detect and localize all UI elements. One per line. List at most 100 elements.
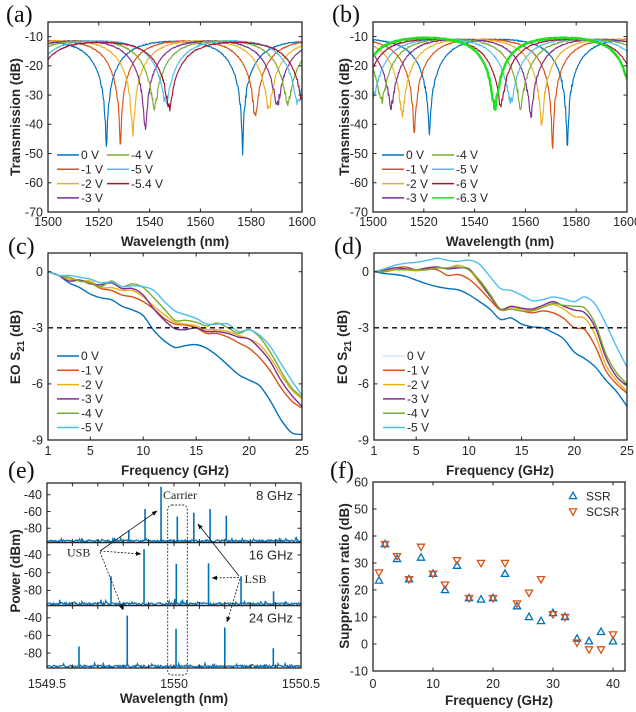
legend-item-minus1v: -1 V <box>382 163 428 177</box>
legend: 0 V-1 V-2 V-3 V-4 V-5 V <box>383 349 429 435</box>
y-axis-label-suffix: (dB) <box>8 310 23 341</box>
legend-marker <box>568 490 578 500</box>
legend-label: -2 V <box>81 177 103 191</box>
subplot-label: 24 GHz <box>249 611 293 626</box>
marker-scsr <box>392 552 402 562</box>
x-tick-label: 5 <box>413 444 420 458</box>
y-axis: -10 0 10 20 30 40 50 60 <box>350 475 625 678</box>
x-axis-label: Frequency (GHz) <box>121 463 229 478</box>
x-tick-label: 15 <box>189 444 203 458</box>
y-axis-label-subscript: 21 <box>16 340 27 352</box>
x-axis: 1500 1520 1540 1560 1580 1600 <box>359 22 636 229</box>
legend-item-minus5v: -5 V <box>107 163 153 177</box>
marker-ssr <box>476 594 486 603</box>
panel-f-suppression-ratio: (f) Frequency (GHz) Suppression ratio (d… <box>330 458 626 708</box>
marker-ssr <box>512 601 522 610</box>
marker-scsr <box>548 611 558 620</box>
legend-label: -5 V <box>456 163 478 177</box>
legend-item-minus2v: -2 V <box>57 378 103 392</box>
series-group <box>373 36 627 149</box>
x-tick-label: 25 <box>295 444 309 458</box>
y-tick-label: 20 <box>354 583 368 597</box>
marker-ssr <box>536 615 546 625</box>
y-tick-label: 60 <box>354 475 368 489</box>
legend-label: -4 V <box>407 406 429 420</box>
legend-item-minus6v: -6 V <box>432 177 478 191</box>
marker-ssr <box>596 626 606 636</box>
legend-item-0v: 0 V <box>57 349 99 363</box>
legend-item-minus2v: -2 V <box>382 177 428 191</box>
marker-scsr <box>404 575 414 585</box>
y-tick-label: 50 <box>354 502 368 516</box>
x-tick-label: 1550 <box>160 677 188 691</box>
y-axis-label: EO S21 (dB) <box>8 310 27 384</box>
x-tick-label: 1560 <box>186 215 214 229</box>
legend-marker <box>568 508 578 517</box>
x-tick-label: 20 <box>567 444 581 458</box>
panel-label: (a) <box>6 2 33 28</box>
x-tick-label: 1 <box>371 444 378 458</box>
y-tick-label: -6 <box>32 377 43 391</box>
y-tick-label: -80 <box>24 584 42 598</box>
axes-frame <box>47 21 303 213</box>
legend-label: -6.3 V <box>456 191 488 205</box>
marker-ssr <box>452 560 462 569</box>
usb-arrow-16ghz <box>99 550 142 556</box>
series-line-0v <box>48 271 302 436</box>
marker-scsr <box>596 646 606 655</box>
y-tick-label: 10 <box>354 610 368 624</box>
legend-label: -3 V <box>81 392 103 406</box>
legend-item-minus4v: -4 V <box>57 406 103 420</box>
marker-ssr <box>374 575 384 584</box>
y-axis: -70 -60 -50 -40 -30 -20 -10 <box>350 30 627 219</box>
y-tick-label: -30 <box>350 88 368 102</box>
series-group <box>48 39 302 156</box>
legend-label: -2 V <box>407 378 429 392</box>
x-axis-label: Wavelength (nm) <box>121 234 229 249</box>
legend-item-minus2v: -2 V <box>383 378 429 392</box>
legend-label: -1 V <box>407 364 429 378</box>
lsb-arrow-24ghz <box>226 578 241 623</box>
legend-label: -2 V <box>406 177 428 191</box>
legend-item-scsr: SCSR <box>568 505 620 519</box>
marker-scsr <box>440 581 450 590</box>
series-line-minus4v <box>374 266 627 385</box>
legend-label: SSR <box>586 489 611 503</box>
y-tick-label: -10 <box>25 30 43 44</box>
x-axis-label: Frequency (GHz) <box>446 463 554 478</box>
y-tick-label: -40 <box>24 548 42 562</box>
y-axis: -70 -60 -50 -40 -30 -20 -10 <box>25 30 302 219</box>
panel-d-eo-response: (d) Frequency (GHz) EO S21 (dB) 1 5 10 15 20… <box>334 234 634 478</box>
legend-item-minus5v: -5 V <box>383 421 429 435</box>
legend-label: SCSR <box>586 505 620 519</box>
marker-ssr <box>548 607 558 617</box>
panel-c-eo-response: (c) Frequency (GHz) EO S21 (dB) 1 5 10 15 20… <box>8 234 309 478</box>
series-line-0v <box>374 271 627 407</box>
marker-scsr <box>488 594 498 604</box>
x-tick-label: 20 <box>486 677 500 691</box>
legend-item-ssr: SSR <box>568 489 611 503</box>
y-tick-label: -30 <box>25 88 43 102</box>
marker-ssr <box>572 633 582 642</box>
series-line-minus5v <box>374 257 627 368</box>
panel-label: (f) <box>330 458 354 484</box>
legend: 0 V-1 V-2 V-3 V-4 V-5 V <box>57 349 103 435</box>
series-line-minus1v <box>48 39 302 145</box>
marker-scsr <box>584 646 594 655</box>
y-tick-label: -70 <box>350 205 368 219</box>
x-tick-label: 1580 <box>562 215 590 229</box>
y-tick-label: -9 <box>358 433 369 447</box>
x-tick-label: 1520 <box>85 215 113 229</box>
y-tick-label: 40 <box>354 529 368 543</box>
marker-ssr <box>584 636 594 645</box>
panel-b-transmission-spectra: (b) Wavelength (nm) Transmission (dB) 15… <box>332 2 636 249</box>
series-line-minus2v <box>48 271 302 400</box>
y-tick-label: -60 <box>25 176 43 190</box>
y-tick-label: -40 <box>24 488 42 502</box>
series-line-minus5v <box>48 271 302 396</box>
lsb-arrow-16ghz <box>211 575 240 581</box>
y-tick-label: -60 <box>24 629 42 643</box>
x-tick-label: 1550.5 <box>282 677 320 691</box>
x-tick-label: 10 <box>426 677 440 691</box>
series-line-minus2v <box>373 38 627 126</box>
